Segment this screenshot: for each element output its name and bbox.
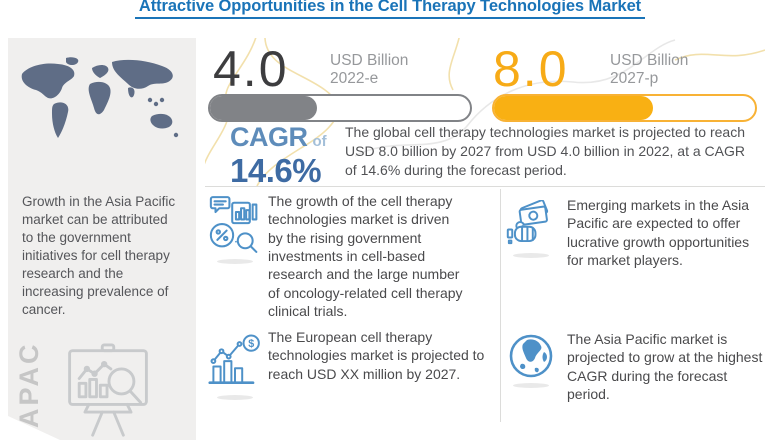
- corner-cut-decoration: [8, 416, 60, 440]
- market-summary: The global cell therapy technologies mar…: [345, 124, 745, 179]
- vertical-divider: [500, 189, 501, 422]
- market-unit-2027: USD Billion 2027-p: [610, 52, 688, 89]
- market-unit-2022: USD Billion 2022-e: [330, 52, 408, 89]
- progress-bar-2027: [492, 94, 757, 122]
- insight-apac-growth: The Asia Pacific market is projected to …: [506, 330, 772, 403]
- sidebar: Growth in the Asia Pacific market can be…: [8, 38, 196, 440]
- easel-chart-icon: [68, 343, 148, 437]
- progress-fill-2022: [210, 96, 317, 120]
- market-value-2022: 4.0: [213, 41, 289, 97]
- svg-text:$: $: [248, 338, 254, 350]
- region-label: APAC: [14, 341, 44, 428]
- icon-shadow: [217, 395, 253, 400]
- insight-market-drivers: The growth of the cell therapy technolog…: [209, 192, 466, 320]
- world-map-icon: [21, 57, 179, 138]
- sidebar-note: Growth in the Asia Pacific market can be…: [22, 194, 176, 317]
- insight-text: The Asia Pacific market is projected to …: [567, 331, 763, 402]
- year-label: 2022-e: [330, 70, 379, 88]
- cagr-block: CAGR of 14.6%: [230, 122, 327, 189]
- progress-fill-2027: [494, 96, 654, 120]
- horizontal-divider: [205, 186, 765, 187]
- globe-icon: [509, 334, 553, 378]
- insight-european-market: $ The European cell therapy technologies…: [208, 328, 496, 400]
- title-bar: Attractive Opportunities in the Cell The…: [0, 0, 780, 19]
- cagr-label: CAGR: [230, 122, 308, 152]
- market-research-icon: [209, 196, 258, 253]
- cagr-connector: of: [312, 133, 327, 150]
- bar-growth-dollar-icon: $: [208, 334, 260, 385]
- unit-label: USD Billion: [330, 52, 409, 69]
- icon-shadow: [217, 259, 253, 264]
- page-title: Attractive Opportunities in the Cell The…: [134, 0, 646, 19]
- insight-text: The growth of the cell therapy technolog…: [268, 193, 463, 319]
- cash-in-hand-icon: [506, 200, 549, 245]
- insight-emerging-markets: Emerging markets in the Asia Pacific are…: [506, 196, 763, 269]
- icon-shadow: [513, 383, 549, 388]
- insight-text: Emerging markets in the Asia Pacific are…: [567, 197, 750, 268]
- market-value-2027: 8.0: [493, 41, 569, 97]
- insight-text: The European cell therapy technologies m…: [268, 329, 485, 382]
- progress-bar-2022: [208, 94, 472, 122]
- unit-label: USD Billion: [610, 52, 689, 69]
- stats-panel: 4.0 USD Billion 2022-e 8.0 USD Billion 2…: [205, 38, 765, 189]
- icon-shadow: [513, 253, 549, 258]
- cagr-value: 14.6%: [230, 152, 322, 189]
- year-label: 2027-p: [610, 70, 659, 88]
